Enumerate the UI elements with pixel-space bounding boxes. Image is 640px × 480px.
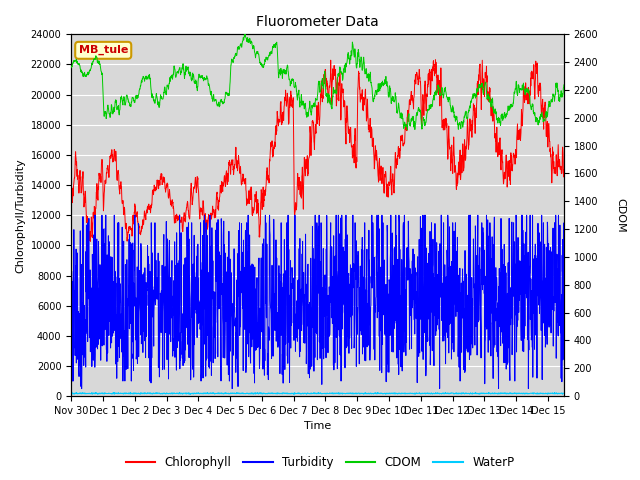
X-axis label: Time: Time	[304, 421, 331, 432]
Y-axis label: CDOM: CDOM	[615, 198, 625, 232]
Text: MB_tule: MB_tule	[79, 45, 128, 56]
Title: Fluorometer Data: Fluorometer Data	[256, 15, 379, 29]
Y-axis label: Chlorophyll/Turbidity: Chlorophyll/Turbidity	[15, 158, 25, 273]
Legend: Chlorophyll, Turbidity, CDOM, WaterP: Chlorophyll, Turbidity, CDOM, WaterP	[121, 452, 519, 474]
